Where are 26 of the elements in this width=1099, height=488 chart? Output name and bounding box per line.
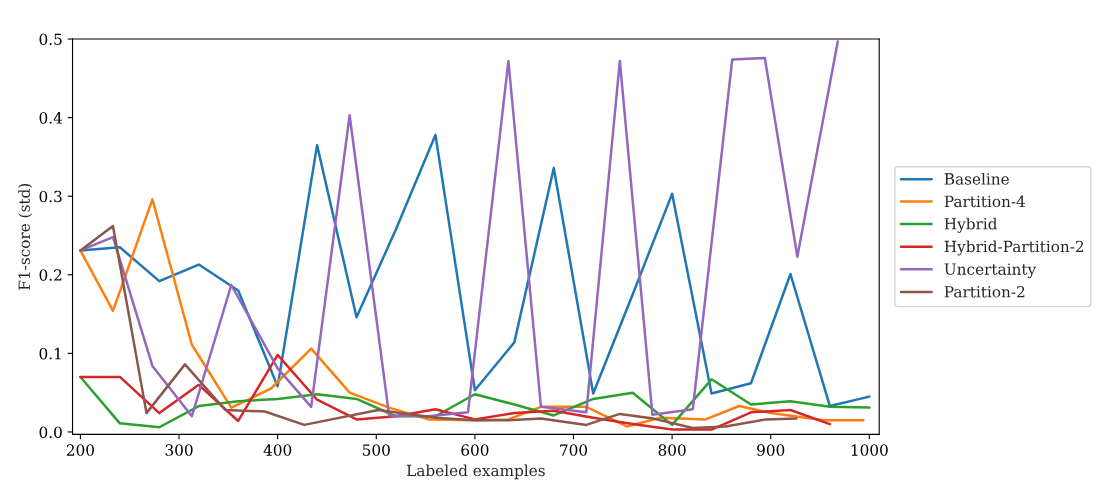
x-tick-label: 800 — [658, 444, 686, 456]
x-tick-label: 600 — [461, 444, 489, 456]
y-tick-label: 0.0 — [39, 426, 62, 438]
x-tick-label: 300 — [165, 444, 193, 456]
x-tick-label: 700 — [560, 444, 588, 456]
legend-label: Hybrid-Partition-2 — [944, 240, 1084, 256]
line-series — [79, 224, 798, 430]
x-tick-label: 500 — [362, 444, 390, 456]
y-axis-title: F1-score (std) — [18, 183, 33, 290]
x-tick-label: 200 — [66, 444, 94, 456]
line-series — [79, 40, 840, 418]
legend-label: Hybrid — [944, 217, 998, 233]
legend-label: Partition-2 — [944, 285, 1025, 298]
legend-label: Baseline — [944, 172, 1009, 185]
y-tick-label: 0.3 — [39, 190, 62, 203]
y-tick-label: 0.5 — [39, 33, 62, 46]
legend-label: Uncertainty — [944, 263, 1037, 279]
y-tick-label: 0.4 — [39, 112, 63, 124]
legend-label: Partition-4 — [944, 195, 1025, 208]
x-tick-label: 1000 — [851, 444, 888, 456]
line-series — [79, 133, 871, 408]
x-axis-title: Labeled examples — [406, 464, 545, 480]
x-tick-label: 900 — [757, 444, 785, 456]
y-tick-label: 0.1 — [39, 347, 61, 360]
x-tick-label: 400 — [263, 444, 292, 456]
y-tick-label: 0.2 — [39, 269, 62, 281]
